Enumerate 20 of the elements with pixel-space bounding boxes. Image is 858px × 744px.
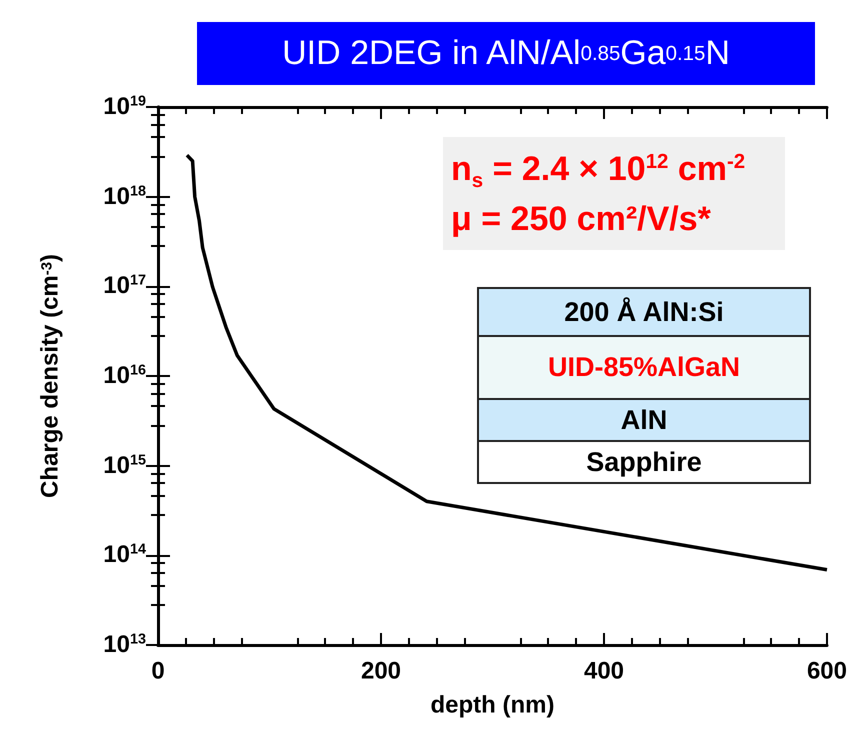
y-tick-label: 10$^{13}$ [103, 630, 146, 660]
annotation: 200 Å AlN:Si [477, 287, 811, 337]
annotation: UID-85%AlGaN [477, 335, 811, 400]
y-tick-label: 10$^{14}$ [103, 540, 146, 570]
x-tick-label: 0 [151, 658, 165, 684]
x-tick-label: 200 [360, 658, 402, 684]
y-tick-label: 10$^{15}$ [103, 450, 146, 481]
y-axis-title: Charge density (cm-3) [36, 254, 64, 498]
x-tick-label: 400 [584, 658, 624, 684]
y-tick-label: 10$^{19}$ [103, 92, 146, 122]
line-series [185, 153, 829, 572]
annotation: n$_{s}$ = 2.4 × 10$^{12}$ cm$^{-2}$ [451, 148, 746, 192]
x-tick-label: 600 [806, 658, 847, 684]
y-tick-label: 10$^{18}$ [103, 182, 146, 212]
x-axis-title: depth (nm) [430, 692, 554, 718]
annotation: AlN [477, 398, 811, 442]
annotation: Sapphire [477, 440, 811, 484]
y-tick-label: 10$^{17}$ [103, 271, 146, 302]
annotation: μ = 250 cm²/V/s* [451, 198, 712, 238]
y-tick-label: 10$^{16}$ [103, 361, 146, 391]
